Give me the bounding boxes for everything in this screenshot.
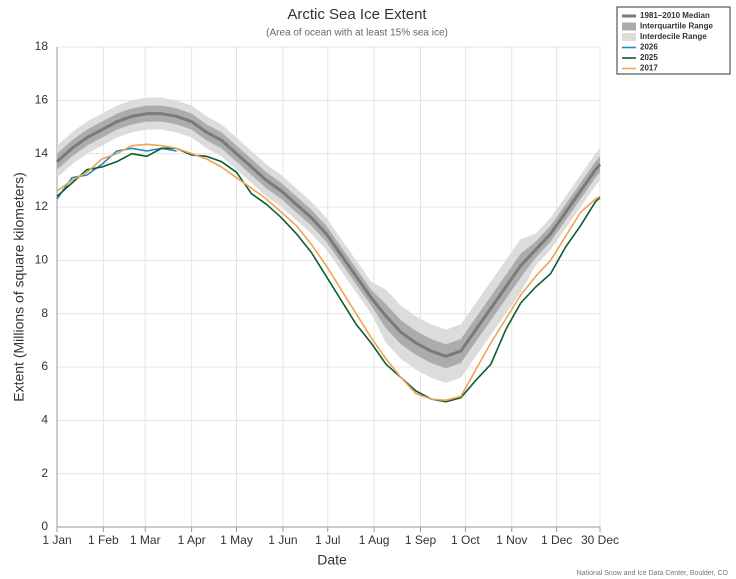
legend-swatch bbox=[622, 22, 636, 31]
x-tick-label: 1 Nov bbox=[496, 533, 527, 547]
x-tick-label: 1 May bbox=[220, 533, 253, 547]
y-axis-title: Extent (Millions of square kilometers) bbox=[11, 172, 27, 402]
credit: National Snow and Ice Data Center, Bould… bbox=[577, 570, 729, 577]
y-tick-label: 4 bbox=[41, 413, 48, 427]
chart-subtitle: (Area of ocean with at least 15% sea ice… bbox=[266, 28, 448, 39]
y-tick-label: 10 bbox=[35, 253, 49, 267]
legend-label: 2017 bbox=[640, 64, 658, 73]
legend-label: 2026 bbox=[640, 43, 658, 52]
x-tick-label: 1 Jul bbox=[315, 533, 340, 547]
x-tick-label: 1 Jun bbox=[268, 533, 297, 547]
y-tick-label: 12 bbox=[35, 199, 49, 213]
x-tick-label: 1 Sep bbox=[405, 533, 437, 547]
x-axis-title: Date bbox=[317, 552, 347, 568]
legend-label: Interquartile Range bbox=[640, 22, 713, 31]
series-line bbox=[56, 112, 602, 358]
y-tick-label: 6 bbox=[41, 359, 48, 373]
y-tick-label: 14 bbox=[35, 146, 49, 160]
y-tick-label: 16 bbox=[35, 93, 49, 107]
x-tick-label: 1 Aug bbox=[359, 533, 390, 547]
chart-title: Arctic Sea Ice Extent bbox=[287, 6, 427, 23]
x-tick-label: 1 Feb bbox=[88, 533, 119, 547]
series-line bbox=[56, 143, 601, 402]
x-tick-label: 1 Apr bbox=[178, 533, 206, 547]
legend-label: Interdecile Range bbox=[640, 32, 707, 41]
x-tick-label: 30 Dec bbox=[581, 533, 619, 547]
legend-swatch bbox=[622, 33, 636, 41]
legend-label: 1981–2010 Median bbox=[640, 11, 710, 20]
y-tick-label: 0 bbox=[41, 519, 48, 533]
x-tick-label: 1 Mar bbox=[130, 533, 161, 547]
x-tick-label: 1 Dec bbox=[541, 533, 572, 547]
series-line bbox=[56, 147, 601, 403]
y-tick-label: 2 bbox=[41, 466, 48, 480]
y-tick-label: 8 bbox=[41, 306, 48, 320]
x-tick-label: 1 Jan bbox=[42, 533, 71, 547]
x-tick-label: 1 Oct bbox=[451, 533, 480, 547]
y-tick-label: 18 bbox=[35, 39, 49, 53]
legend-label: 2025 bbox=[640, 53, 658, 62]
